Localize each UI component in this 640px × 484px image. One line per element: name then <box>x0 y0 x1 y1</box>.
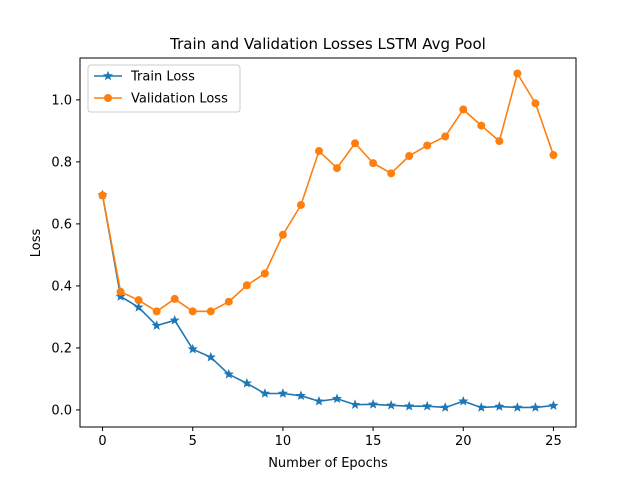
validation-loss-point <box>152 307 161 316</box>
legend-train-loss-marker <box>102 70 114 81</box>
train-loss-point <box>313 395 325 406</box>
validation-loss-point <box>405 151 414 160</box>
x-tick-label: 25 <box>545 434 562 449</box>
y-tick-label: 0.8 <box>51 155 72 170</box>
train-loss-point <box>404 400 415 411</box>
validation-loss-point <box>333 164 342 173</box>
validation-loss-point <box>495 137 504 146</box>
train-loss-series <box>97 189 559 412</box>
validation-loss-point <box>206 307 215 316</box>
x-axis-label: Number of Epochs <box>268 456 388 471</box>
train-loss-point <box>151 320 162 330</box>
validation-loss-point <box>477 121 486 130</box>
plot-area <box>97 69 559 412</box>
train-loss-point <box>277 388 288 398</box>
validation-loss-point <box>459 105 468 114</box>
y-tick-label: 0.2 <box>51 341 72 356</box>
y-tick-label: 0.4 <box>51 279 72 294</box>
validation-loss-point <box>116 287 125 296</box>
train-loss-point <box>476 402 487 412</box>
x-tick-label: 20 <box>455 434 472 449</box>
y-tick-label: 0.0 <box>51 403 72 418</box>
x-tick-label: 0 <box>98 434 106 449</box>
validation-loss-point <box>549 151 558 160</box>
validation-loss-point <box>188 307 197 316</box>
train-loss-point <box>115 291 126 301</box>
validation-loss-point <box>296 200 305 209</box>
train-loss-point <box>386 399 397 410</box>
train-loss-point <box>169 315 180 325</box>
train-loss-point <box>259 388 270 398</box>
axis-ticks: 0 5 10 15 20 25 0.0 0.2 0.4 0.6 0.8 1.0 <box>51 93 561 449</box>
validation-loss-point <box>170 294 179 303</box>
train-loss-point <box>494 401 505 411</box>
validation-loss-point <box>224 297 233 306</box>
train-loss-point <box>133 302 144 312</box>
validation-loss-point <box>387 169 396 178</box>
validation-loss-point <box>314 147 323 156</box>
validation-loss-point <box>513 69 522 78</box>
legend-box <box>87 64 241 113</box>
validation-loss-point <box>531 99 540 108</box>
validation-loss-point <box>278 230 287 239</box>
validation-loss-point <box>134 296 143 305</box>
train-loss-point <box>512 402 523 412</box>
validation-loss-point <box>351 139 360 148</box>
y-tick-label: 1.0 <box>51 93 72 108</box>
y-axis-label: Loss <box>29 229 44 258</box>
validation-loss-point <box>98 191 107 200</box>
train-loss-point <box>530 402 541 412</box>
legend-validation-loss-label: Validation Loss <box>131 92 228 107</box>
validation-loss-series <box>98 69 558 316</box>
y-tick-label: 0.6 <box>51 217 72 232</box>
train-loss-point <box>205 351 216 362</box>
train-loss-point <box>458 395 469 406</box>
x-tick-label: 10 <box>275 434 292 449</box>
validation-loss-point <box>369 159 378 168</box>
chart-title: Train and Validation Losses LSTM Avg Poo… <box>169 35 486 53</box>
validation-loss-point <box>441 132 450 141</box>
train-loss-point <box>241 377 252 388</box>
train-loss-point <box>368 399 379 409</box>
train-loss-point <box>295 390 306 400</box>
validation-loss-point <box>260 269 269 278</box>
x-tick-label: 5 <box>189 434 197 449</box>
validation-loss-point <box>423 141 432 150</box>
plot-frame <box>79 57 577 428</box>
x-tick-label: 15 <box>365 434 382 449</box>
legend-validation-loss-marker <box>104 94 112 102</box>
validation-loss-point <box>242 281 251 290</box>
train-loss-point <box>223 368 234 379</box>
train-loss-point <box>350 399 361 409</box>
train-loss-point <box>548 400 559 410</box>
legend-train-loss-label: Train Loss <box>130 70 195 85</box>
train-loss-point <box>440 402 451 412</box>
legend: Train Loss Validation Loss <box>87 64 241 113</box>
train-loss-point <box>422 400 433 411</box>
train-loss-point <box>187 343 198 354</box>
train-loss-point <box>331 393 343 404</box>
